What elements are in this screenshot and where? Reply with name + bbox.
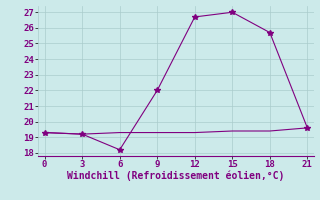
X-axis label: Windchill (Refroidissement éolien,°C): Windchill (Refroidissement éolien,°C)	[67, 171, 285, 181]
